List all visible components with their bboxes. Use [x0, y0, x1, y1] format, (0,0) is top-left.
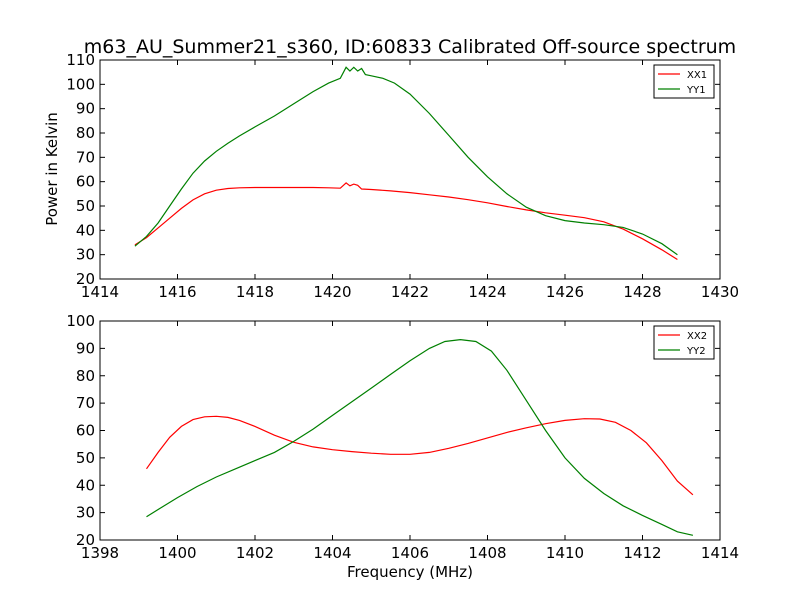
y-tick-label-top: 40	[76, 221, 95, 239]
series-line-yy2	[146, 338, 694, 536]
x-tick-label-bottom: 1410	[546, 544, 584, 562]
plot-top: 1414 1416 1418 1420 1422 1424 1426 1428 1430 20 30…	[66, 51, 739, 301]
y-tick-label-bottom: 40	[76, 476, 95, 494]
y-tick-label-bottom: 60	[76, 422, 95, 440]
x-tick-label-bottom: 1406	[391, 544, 429, 562]
y-tick-label-top: 60	[76, 173, 95, 191]
y-tick-label-bottom: 80	[76, 367, 95, 385]
y-tick-label-top: 80	[76, 124, 95, 142]
x-tick-label-bottom: 1412	[623, 544, 661, 562]
x-tick-label-bottom: 1400	[158, 544, 196, 562]
x-axis-label-bottom: Frequency (MHz)	[347, 563, 473, 581]
x-tick-label-top: 1426	[546, 283, 584, 301]
y-tick-label-bottom: 70	[76, 394, 95, 412]
y-tick-label-top: 100	[66, 75, 95, 93]
x-tick-label-bottom: 1404	[313, 544, 351, 562]
y-axis-label-top: Power in Kelvin	[43, 112, 61, 226]
y-tick-label-bottom: 50	[76, 449, 95, 467]
x-tick-label-top: 1424	[468, 283, 506, 301]
x-tick-label-top: 1414	[81, 283, 119, 301]
x-tick-label-bottom: 1414	[701, 544, 739, 562]
legend-label-xx1: XX1	[687, 70, 707, 81]
legend-box-bottom	[653, 325, 715, 360]
x-tick-label-bottom: 1398	[81, 544, 119, 562]
legend-label-yy2: YY2	[686, 346, 706, 357]
x-tick-label-top: 1428	[623, 283, 661, 301]
plot-frame-top	[99, 59, 721, 280]
y-tick-label-top: 70	[76, 148, 95, 166]
x-tick-label-bottom: 1402	[236, 544, 274, 562]
y-tick-label-bottom: 90	[76, 339, 95, 357]
y-tick-label-bottom: 20	[76, 531, 95, 549]
plot-bottom: 1398 1400 1402 1404 1406 1408 1410 1412 1414 20 30…	[66, 312, 739, 562]
y-tick-label-top: 20	[76, 270, 95, 288]
y-tick-label-bottom: 30	[76, 504, 95, 522]
series-line-yy1	[134, 66, 678, 256]
x-tick-label-top: 1422	[391, 283, 429, 301]
y-tick-label-bottom: 100	[66, 312, 95, 330]
x-tick-label-top: 1430	[701, 283, 739, 301]
series-line-xx2	[146, 415, 694, 496]
series-line-xx1	[134, 182, 678, 261]
y-tick-label-top: 50	[76, 197, 95, 215]
y-tick-label-top: 30	[76, 246, 95, 264]
x-tick-label-top: 1420	[313, 283, 351, 301]
legend-box-top	[653, 64, 715, 99]
legend-label-xx2: XX2	[687, 331, 707, 342]
y-tick-label-top: 90	[76, 100, 95, 118]
legend-label-yy1: YY1	[686, 85, 706, 96]
x-tick-label-top: 1418	[236, 283, 274, 301]
chart-title: m63_AU_Summer21_s360, ID:60833 Calibrate…	[84, 36, 736, 58]
x-tick-label-top: 1416	[158, 283, 196, 301]
y-tick-label-top: 110	[66, 51, 95, 69]
x-tick-label-bottom: 1408	[468, 544, 506, 562]
